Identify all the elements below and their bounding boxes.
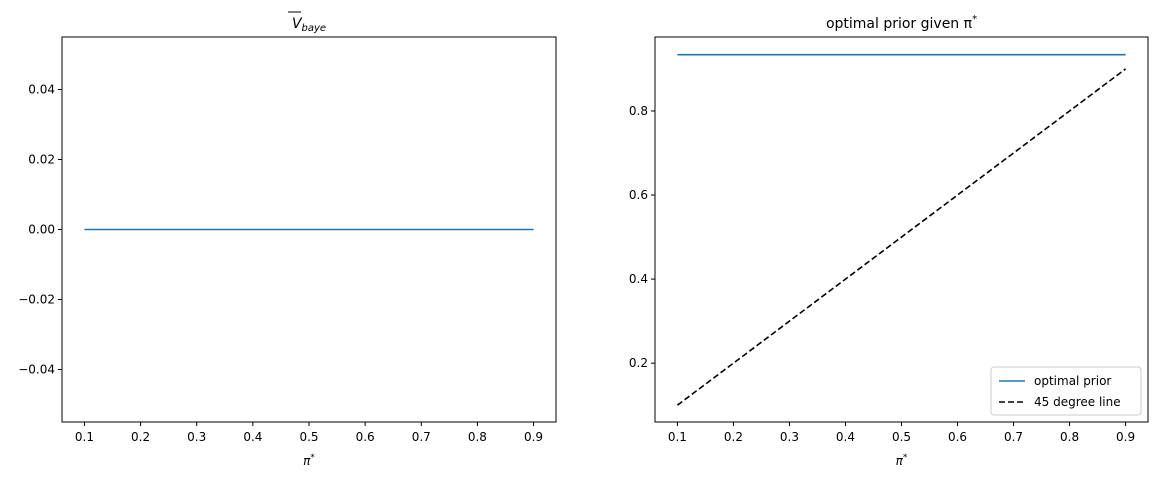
x-tick-label: 0.8 bbox=[1060, 430, 1079, 444]
y-tick-label: 0.8 bbox=[629, 104, 648, 118]
x-axis-label: π* bbox=[896, 453, 908, 468]
y-tick-label: 0.2 bbox=[629, 356, 648, 370]
x-tick-label: 0.7 bbox=[1004, 430, 1023, 444]
x-tick-label: 0.8 bbox=[468, 430, 487, 444]
x-tick-label: 0.6 bbox=[948, 430, 967, 444]
x-tick-label: 0.5 bbox=[299, 430, 318, 444]
x-tick-label: 0.3 bbox=[187, 430, 206, 444]
x-tick-label: 0.4 bbox=[243, 430, 262, 444]
y-tick-label: −0.02 bbox=[18, 293, 55, 307]
x-axis-label: π* bbox=[303, 453, 315, 468]
legend-box bbox=[990, 366, 1142, 416]
x-tick-label: 0.3 bbox=[780, 430, 799, 444]
x-tick-label: 0.4 bbox=[836, 430, 855, 444]
y-tick-label: −0.04 bbox=[18, 363, 55, 377]
x-tick-label: 0.1 bbox=[668, 430, 687, 444]
x-tick-label: 0.6 bbox=[356, 430, 375, 444]
y-tick-label: 0.00 bbox=[28, 223, 55, 237]
subplot-2: 0.1 0.2 0.3 0.4 0.5 0.6 0.7 0.8 0.9 0.2 0.4 0.6 0.8 π… bbox=[629, 14, 1149, 468]
legend-label: 45 degree line bbox=[1034, 395, 1121, 409]
y-tick-label: 0.02 bbox=[28, 153, 55, 167]
y-tick-label: 0.6 bbox=[629, 188, 648, 202]
axes-frame bbox=[654, 36, 1149, 423]
legend: optimal prior 45 degree line bbox=[990, 366, 1142, 416]
x-tick-label: 0.2 bbox=[724, 430, 743, 444]
x-tick-label: 0.7 bbox=[412, 430, 431, 444]
x-tick-label: 0.5 bbox=[892, 430, 911, 444]
x-tick-label: 0.9 bbox=[1116, 430, 1135, 444]
chart-title: optimal prior given π* bbox=[826, 14, 977, 32]
y-tick-label: 0.4 bbox=[629, 272, 648, 286]
y-tick-label: 0.04 bbox=[28, 83, 55, 97]
chart-title: Vbaye bbox=[292, 16, 326, 34]
x-tick-label: 0.2 bbox=[131, 430, 150, 444]
legend-label: optimal prior bbox=[1034, 374, 1111, 388]
series-line-45-degree-line bbox=[676, 68, 1127, 406]
x-tick-label: 0.9 bbox=[524, 430, 543, 444]
subplot-1: 0.1 0.2 0.3 0.4 0.5 0.6 0.7 0.8 0.9 −0.04 −0.02 0.0… bbox=[18, 11, 557, 468]
x-tick-label: 0.1 bbox=[75, 430, 94, 444]
